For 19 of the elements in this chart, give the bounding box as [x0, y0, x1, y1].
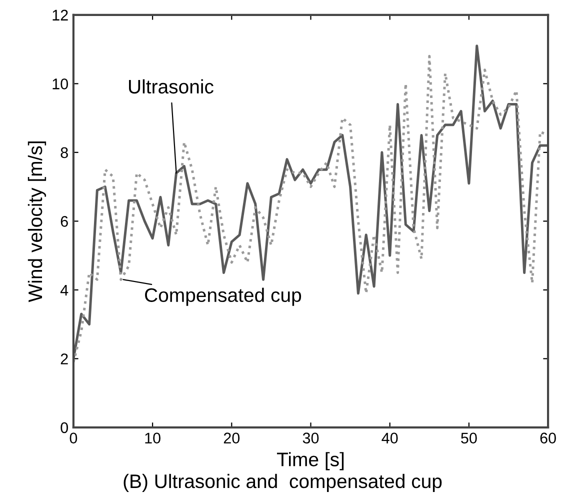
y-tick-label: 10 [52, 78, 68, 90]
y-axis-title: Wind velocity [m/s] [28, 142, 46, 302]
x-tick-label: 10 [145, 432, 160, 444]
y-tick-label: 12 [52, 10, 68, 20]
x-tick-label: 60 [540, 432, 556, 444]
x-tick-label: 50 [461, 432, 477, 444]
annotation: Compensated cup [145, 288, 302, 306]
x-tick-label: 40 [382, 432, 398, 444]
annotation: Ultrasonic [129, 79, 214, 94]
text: (B) Ultrasonic and compensated cup [124, 474, 442, 492]
x-tick-label: 0 [70, 432, 78, 444]
x-tick-label: 20 [224, 432, 240, 444]
x-tick-label: 30 [302, 432, 319, 444]
y-tick-label: 4 [60, 284, 68, 296]
y-tick-label: 6 [60, 216, 68, 227]
x-axis-title: Time [s] [276, 452, 344, 470]
y-tick-label: 0 [60, 422, 68, 434]
y-tick-label: 8 [60, 147, 68, 158]
y-tick-label: 2 [60, 354, 68, 364]
